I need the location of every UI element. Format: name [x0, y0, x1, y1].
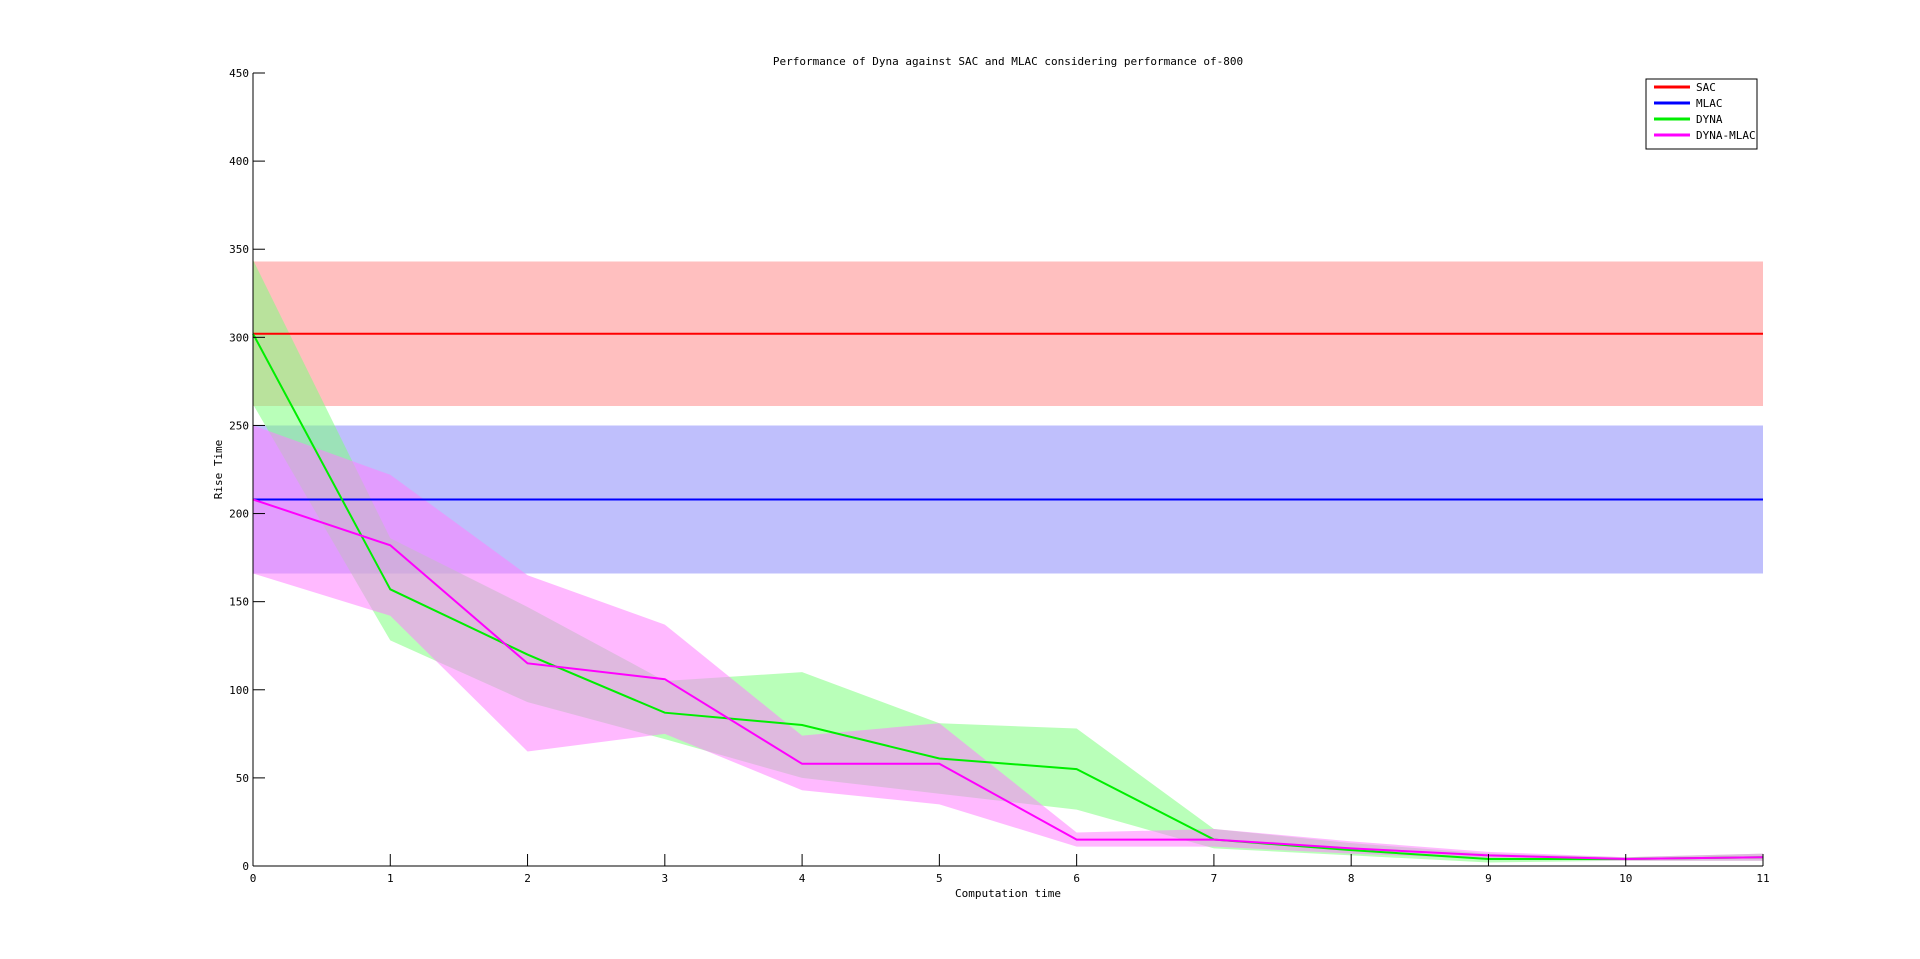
legend-label-mlac: MLAC — [1696, 97, 1723, 110]
x-tick-label: 9 — [1485, 872, 1492, 885]
legend-box — [1645, 78, 1758, 150]
x-axis-title: Computation time — [955, 887, 1061, 900]
y-tick-label: 300 — [229, 331, 249, 344]
x-tick-label: 8 — [1348, 872, 1355, 885]
y-tick-label: 200 — [229, 508, 249, 521]
y-tick-label: 150 — [229, 596, 249, 609]
x-tick-label: 4 — [799, 872, 806, 885]
confidence-bands — [253, 259, 1763, 863]
x-tick-label: 3 — [662, 872, 669, 885]
legend: SAC MLAC DYNA DYNA-MLAC — [1645, 78, 1758, 150]
y-tick-label: 100 — [229, 684, 249, 697]
y-axis-title: Rise Time — [212, 440, 225, 500]
legend-items: SAC MLAC DYNA DYNA-MLAC — [1654, 81, 1756, 142]
x-tick-label: 10 — [1619, 872, 1632, 885]
x-tick-label: 6 — [1073, 872, 1080, 885]
x-tick-label: 11 — [1756, 872, 1769, 885]
x-tick-label: 1 — [387, 872, 394, 885]
y-tick-label: 250 — [229, 419, 249, 432]
axis-ticks: 0 1 2 3 4 5 6 7 8 9 10 11 0 50 100 150 200 250 300 350 400 45… — [229, 67, 1770, 885]
x-tick-label: 2 — [524, 872, 531, 885]
band-dyna-mlac — [253, 425, 1763, 861]
y-tick-label: 0 — [242, 860, 249, 873]
legend-label-dyna-mlac: DYNA-MLAC — [1696, 129, 1756, 142]
legend-label-dyna: DYNA — [1696, 113, 1723, 126]
series-lines — [252, 332, 1764, 860]
chart-title: Performance of Dyna against SAC and MLAC… — [773, 55, 1243, 68]
x-tick-label: 7 — [1211, 872, 1218, 885]
axes — [252, 73, 1763, 867]
legend-label-sac: SAC — [1696, 81, 1716, 94]
y-tick-label: 350 — [229, 243, 249, 256]
series-line-dyna-mlac — [252, 498, 1764, 860]
y-tick-label: 400 — [229, 155, 249, 168]
y-tick-label: 450 — [229, 67, 249, 80]
x-tick-label: 5 — [936, 872, 943, 885]
y-tick-label: 50 — [236, 772, 249, 785]
x-tick-label: 0 — [250, 872, 257, 885]
